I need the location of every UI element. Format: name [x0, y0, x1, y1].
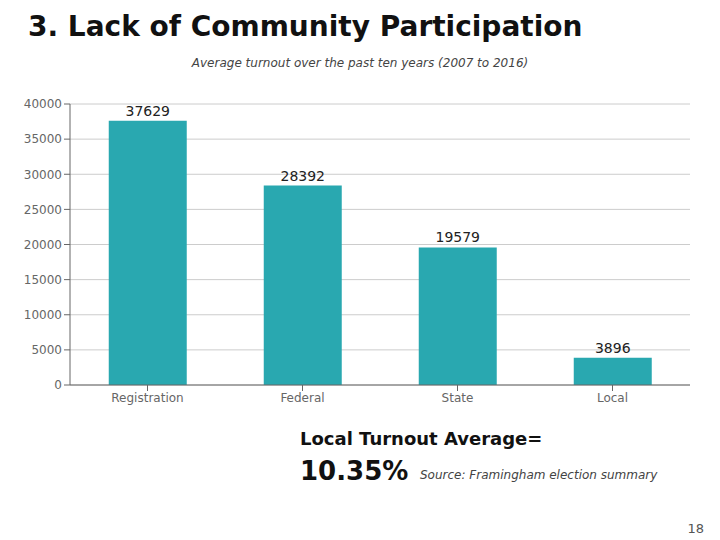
svg-text:37629: 37629: [125, 103, 170, 119]
html-text:3. Lack of Community Participa: 3. Lack of Community Participation: [28, 10, 583, 43]
svg-text:Federal: Federal: [280, 391, 324, 405]
html-text:Local Turnout Average=: Local Turnout Average=: [300, 428, 543, 449]
svg-text:40000: 40000: [24, 97, 62, 111]
html-text:18: 18: [687, 521, 704, 536]
svg-text:Local: Local: [597, 391, 628, 405]
svg-text:25000: 25000: [24, 203, 62, 217]
svg-text:Registration: Registration: [111, 391, 183, 405]
svg-text:State: State: [442, 391, 474, 405]
html-text:Average turnout over the past: Average turnout over the past ten years …: [191, 56, 529, 70]
svg-text:15000: 15000: [24, 273, 62, 287]
svg-text:28392: 28392: [280, 168, 325, 184]
svg-text:30000: 30000: [24, 168, 62, 182]
html-text:Source: Framingham election su: Source: Framingham election summary: [420, 468, 658, 482]
svg-text:10000: 10000: [24, 308, 62, 322]
svg-text:20000: 20000: [24, 238, 62, 252]
svg-text:5000: 5000: [31, 343, 62, 357]
svg-text:3896: 3896: [595, 340, 631, 356]
html-text:10.35%: 10.35%: [300, 456, 409, 486]
svg-text:19579: 19579: [435, 229, 480, 245]
svg-text:35000: 35000: [24, 132, 62, 146]
svg-text:0: 0: [54, 378, 62, 392]
